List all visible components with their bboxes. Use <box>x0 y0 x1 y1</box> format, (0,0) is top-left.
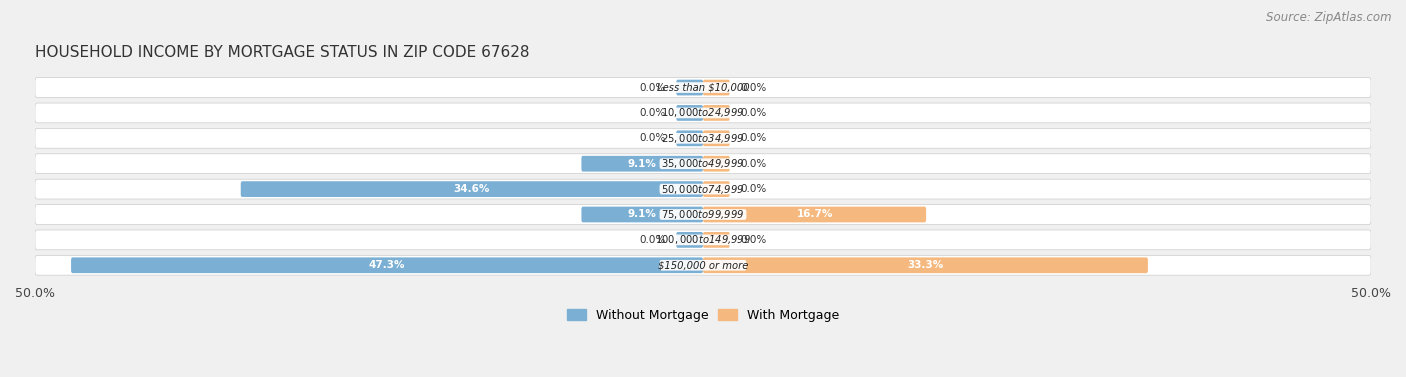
FancyBboxPatch shape <box>676 130 703 146</box>
Text: 0.0%: 0.0% <box>741 108 766 118</box>
FancyBboxPatch shape <box>676 80 703 95</box>
Text: $150,000 or more: $150,000 or more <box>658 260 748 270</box>
FancyBboxPatch shape <box>703 257 1147 273</box>
FancyBboxPatch shape <box>35 129 1371 148</box>
FancyBboxPatch shape <box>582 207 703 222</box>
FancyBboxPatch shape <box>72 257 703 273</box>
Text: 9.1%: 9.1% <box>627 159 657 169</box>
FancyBboxPatch shape <box>35 154 1371 174</box>
Text: 0.0%: 0.0% <box>640 83 665 92</box>
Text: HOUSEHOLD INCOME BY MORTGAGE STATUS IN ZIP CODE 67628: HOUSEHOLD INCOME BY MORTGAGE STATUS IN Z… <box>35 45 530 60</box>
FancyBboxPatch shape <box>659 234 747 245</box>
Text: $35,000 to $49,999: $35,000 to $49,999 <box>661 157 745 170</box>
FancyBboxPatch shape <box>703 207 927 222</box>
FancyBboxPatch shape <box>582 156 703 172</box>
FancyBboxPatch shape <box>659 107 747 118</box>
Text: $75,000 to $99,999: $75,000 to $99,999 <box>661 208 745 221</box>
Text: $25,000 to $34,999: $25,000 to $34,999 <box>661 132 745 145</box>
Text: 0.0%: 0.0% <box>640 235 665 245</box>
FancyBboxPatch shape <box>659 209 747 220</box>
Text: 47.3%: 47.3% <box>368 260 405 270</box>
Text: 16.7%: 16.7% <box>796 210 832 219</box>
FancyBboxPatch shape <box>659 82 747 93</box>
FancyBboxPatch shape <box>676 232 703 248</box>
FancyBboxPatch shape <box>703 181 730 197</box>
FancyBboxPatch shape <box>240 181 703 197</box>
Text: $10,000 to $24,999: $10,000 to $24,999 <box>661 106 745 120</box>
Text: 0.0%: 0.0% <box>640 108 665 118</box>
Text: 0.0%: 0.0% <box>741 159 766 169</box>
Text: 0.0%: 0.0% <box>640 133 665 143</box>
FancyBboxPatch shape <box>35 78 1371 97</box>
Text: 0.0%: 0.0% <box>741 133 766 143</box>
FancyBboxPatch shape <box>659 133 747 144</box>
Text: Less than $10,000: Less than $10,000 <box>657 83 749 92</box>
FancyBboxPatch shape <box>659 158 747 169</box>
FancyBboxPatch shape <box>35 255 1371 275</box>
Text: 0.0%: 0.0% <box>741 184 766 194</box>
FancyBboxPatch shape <box>659 184 747 195</box>
FancyBboxPatch shape <box>35 230 1371 250</box>
FancyBboxPatch shape <box>703 105 730 121</box>
FancyBboxPatch shape <box>703 130 730 146</box>
Text: 0.0%: 0.0% <box>741 235 766 245</box>
FancyBboxPatch shape <box>659 260 747 271</box>
FancyBboxPatch shape <box>35 103 1371 123</box>
Text: 33.3%: 33.3% <box>907 260 943 270</box>
FancyBboxPatch shape <box>35 205 1371 224</box>
FancyBboxPatch shape <box>703 156 730 172</box>
FancyBboxPatch shape <box>35 179 1371 199</box>
FancyBboxPatch shape <box>703 232 730 248</box>
Text: $100,000 to $149,999: $100,000 to $149,999 <box>655 233 751 247</box>
FancyBboxPatch shape <box>703 80 730 95</box>
Text: $50,000 to $74,999: $50,000 to $74,999 <box>661 182 745 196</box>
Text: 0.0%: 0.0% <box>741 83 766 92</box>
Text: 9.1%: 9.1% <box>627 210 657 219</box>
Text: Source: ZipAtlas.com: Source: ZipAtlas.com <box>1267 11 1392 24</box>
Legend: Without Mortgage, With Mortgage: Without Mortgage, With Mortgage <box>567 309 839 322</box>
FancyBboxPatch shape <box>676 105 703 121</box>
Text: 34.6%: 34.6% <box>454 184 491 194</box>
